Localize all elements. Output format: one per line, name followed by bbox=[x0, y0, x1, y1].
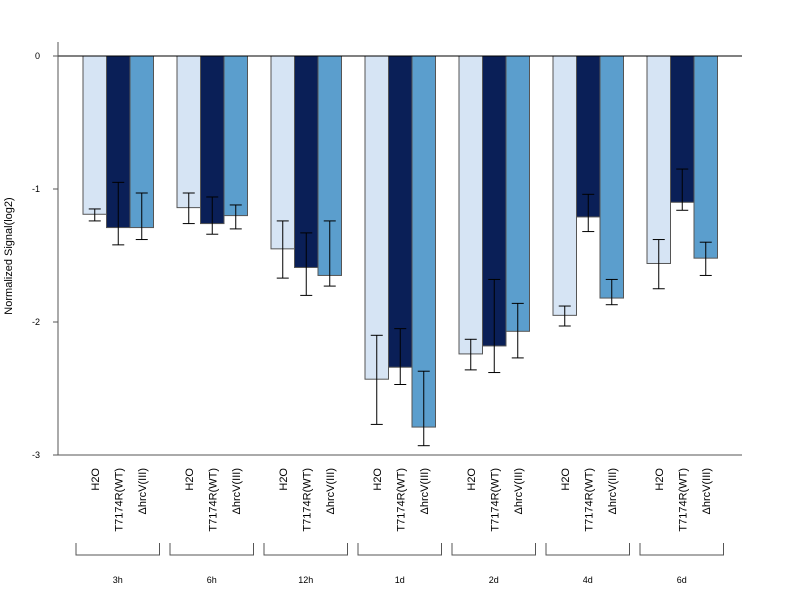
bar bbox=[82, 55, 107, 215]
category-label: H2O bbox=[466, 468, 478, 491]
axes-layer: 0 -1 -2 -3 bbox=[32, 42, 742, 460]
category-label: T7174R(WT) bbox=[677, 468, 689, 532]
bar bbox=[599, 55, 624, 299]
bar bbox=[505, 55, 530, 332]
group-label: 12h bbox=[298, 575, 313, 585]
category-label: ΔhrcV(III) bbox=[231, 468, 243, 514]
category-label: T7174R(WT) bbox=[489, 468, 501, 532]
bar bbox=[576, 55, 601, 218]
y-tick-label: 0 bbox=[35, 51, 40, 61]
group-bracket bbox=[169, 543, 254, 556]
bar bbox=[223, 55, 248, 217]
category-label: ΔhrcV(III) bbox=[137, 468, 149, 514]
group-bracket bbox=[639, 543, 724, 556]
group-label: 6d bbox=[677, 575, 687, 585]
group-label: 2d bbox=[489, 575, 499, 585]
group-label: 1d bbox=[395, 575, 405, 585]
group-bracket bbox=[263, 543, 348, 556]
bar bbox=[270, 55, 295, 250]
group-bracket bbox=[451, 543, 536, 556]
bar bbox=[552, 55, 577, 316]
group-bracket bbox=[75, 543, 160, 556]
y-tick-label: -2 bbox=[32, 317, 40, 327]
category-label: T7174R(WT) bbox=[113, 468, 125, 532]
category-label: ΔhrcV(III) bbox=[325, 468, 337, 514]
category-label: T7174R(WT) bbox=[395, 468, 407, 532]
bar bbox=[176, 55, 201, 209]
bars-layer bbox=[82, 55, 718, 447]
category-label: T7174R(WT) bbox=[207, 468, 219, 532]
y-tick-label: -1 bbox=[32, 184, 40, 194]
category-label: H2O bbox=[654, 468, 666, 491]
bar bbox=[646, 55, 671, 264]
group-bracket bbox=[357, 543, 442, 556]
group-bracket bbox=[545, 543, 630, 556]
bar bbox=[364, 55, 389, 380]
group-label: 6h bbox=[207, 575, 217, 585]
group-label: 3h bbox=[113, 575, 123, 585]
category-label: H2O bbox=[90, 468, 102, 491]
category-label: ΔhrcV(III) bbox=[513, 468, 525, 514]
category-label: H2O bbox=[278, 468, 290, 491]
bar bbox=[458, 55, 483, 355]
y-axis-title: Normalized Signal(log2) bbox=[3, 197, 15, 314]
category-label: T7174R(WT) bbox=[301, 468, 313, 532]
category-label: H2O bbox=[372, 468, 384, 491]
category-label: ΔhrcV(III) bbox=[701, 468, 713, 514]
category-label: ΔhrcV(III) bbox=[419, 468, 431, 514]
group-label: 4d bbox=[583, 575, 593, 585]
category-label: ΔhrcV(III) bbox=[607, 468, 619, 514]
category-label: T7174R(WT) bbox=[583, 468, 595, 532]
bar bbox=[693, 55, 718, 259]
bar bbox=[388, 55, 413, 368]
labels-layer: H2O T7174R(WT) ΔhrcV(III) 3h H2O T7174R(WT) Δh… bbox=[75, 468, 724, 585]
y-tick-label: -3 bbox=[32, 450, 40, 460]
category-label: H2O bbox=[560, 468, 572, 491]
category-label: H2O bbox=[184, 468, 196, 491]
